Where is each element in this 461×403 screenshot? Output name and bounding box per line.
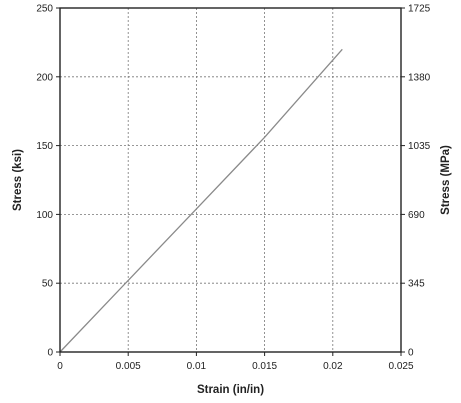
plot-frame: [59, 7, 402, 353]
y-axis-title-left: Stress (ksi): [12, 149, 24, 211]
y-left-tick-label: 0: [47, 348, 53, 359]
series-layer: [59, 48, 343, 353]
grid-lines: [60, 8, 401, 352]
y-right-tick-label: 345: [408, 279, 425, 290]
x-tick-label: 0.015: [252, 361, 277, 372]
x-tick-label: 0.005: [116, 361, 141, 372]
x-tick-label: 0: [57, 361, 63, 372]
x-tick-labels: 0 0.005 0.01 0.015 0.02 0.025: [57, 361, 414, 372]
y-axis-title-right: Stress (MPa): [440, 145, 452, 215]
y-right-tick-labels: 0 345 690 1035 1380 1725: [408, 4, 431, 359]
x-tick-label: 0.02: [323, 361, 343, 372]
y-left-tick-labels: 0 50 100 150 200 250: [36, 4, 53, 359]
y-right-tick-label: 690: [408, 210, 425, 221]
y-left-tick-label: 100: [36, 210, 53, 221]
x-axis-title: Strain (in/in): [197, 384, 264, 396]
x-tick-label: 0.025: [388, 361, 413, 372]
y-right-tick-label: 1035: [408, 141, 431, 152]
y-left-tick-label: 250: [36, 4, 53, 15]
y-left-tick-label: 200: [36, 72, 53, 83]
y-left-tick-label: 50: [42, 279, 54, 290]
y-left-tick-label: 150: [36, 141, 53, 152]
y-right-tick-label: 0: [408, 348, 414, 359]
x-tick-label: 0.01: [187, 361, 207, 372]
tick-marks: [56, 7, 405, 356]
y-right-tick-label: 1725: [408, 4, 431, 15]
y-right-tick-label: 1380: [408, 72, 431, 83]
stress-strain-line: [59, 48, 343, 353]
